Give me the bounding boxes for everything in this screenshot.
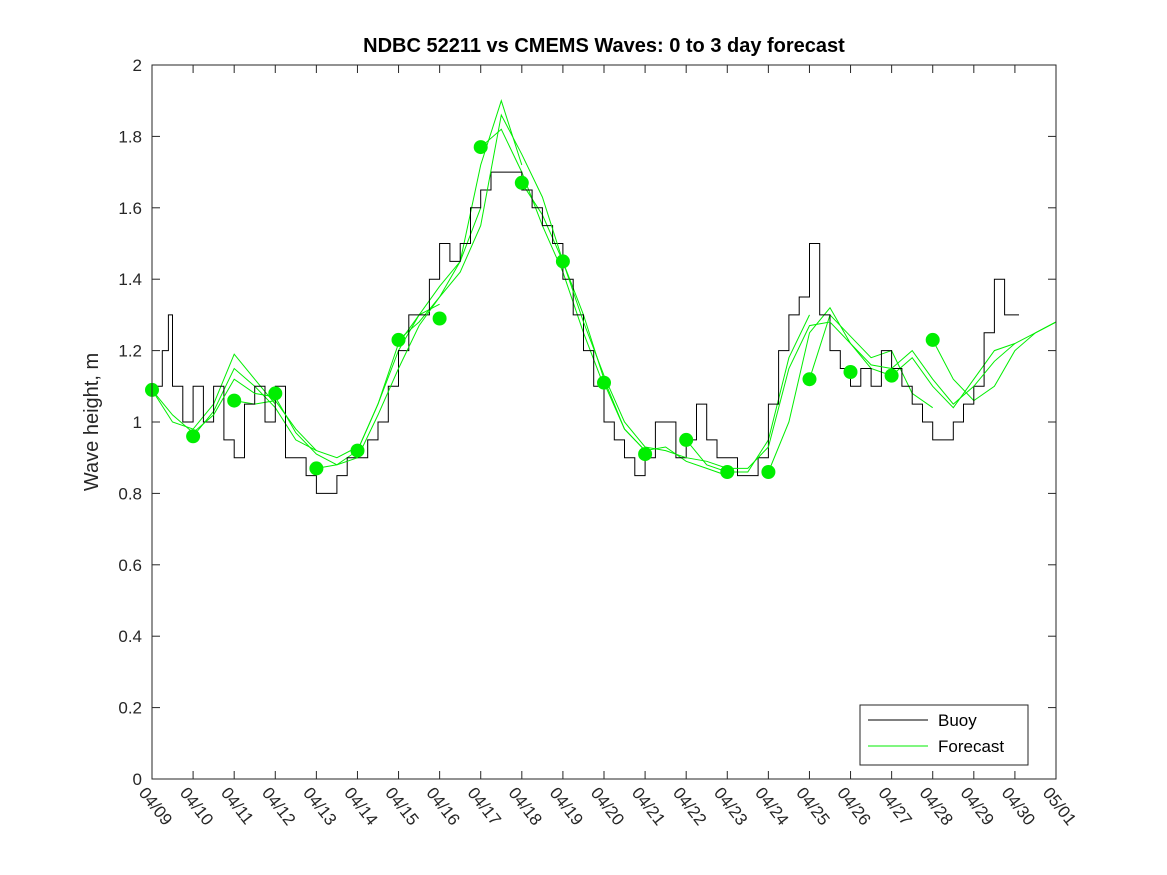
tick-layer xyxy=(151,64,1057,780)
y-tick-label: 1.8 xyxy=(118,127,142,146)
y-axis-label: Wave height, m xyxy=(81,353,103,491)
legend-buoy-label: Buoy xyxy=(938,711,977,730)
forecast-marker xyxy=(432,311,447,326)
forecast-series-line xyxy=(151,113,1057,469)
forecast-marker xyxy=(309,461,324,476)
y-tick-labels: 0 0.2 0.4 0.6 0.8 1 1.2 1.4 1.6 1.8 2 xyxy=(118,56,142,789)
forecast-run-line xyxy=(891,343,1016,409)
forecast-marker xyxy=(761,465,776,479)
legend-forecast-label: Forecast xyxy=(938,737,1004,756)
forecast-marker xyxy=(925,332,940,347)
y-tick-label: 0.4 xyxy=(118,627,142,646)
legend-box xyxy=(859,704,1029,766)
forecast-marker xyxy=(268,386,283,401)
y-tick-label: 1.4 xyxy=(118,270,142,289)
y-tick-label: 1.6 xyxy=(118,199,142,218)
forecast-marker xyxy=(843,365,858,379)
legend: Buoy Forecast xyxy=(859,704,1029,766)
forecast-marker xyxy=(514,175,529,190)
forecast-marker xyxy=(802,372,817,387)
forecast-marker xyxy=(473,140,488,155)
forecast-marker xyxy=(186,429,201,444)
buoy-series-line xyxy=(152,171,1019,494)
forecast-run-line xyxy=(685,314,810,473)
chart-title: NDBC 52211 vs CMEMS Waves: 0 to 3 day fo… xyxy=(363,35,845,57)
y-tick-label: 1.2 xyxy=(118,342,142,361)
forecast-marker xyxy=(227,393,242,408)
forecast-run-line xyxy=(603,382,728,477)
forecast-marker xyxy=(720,465,735,479)
y-tick-label: 0.8 xyxy=(118,484,142,503)
forecast-marker xyxy=(597,375,611,390)
marker-layer xyxy=(145,140,940,479)
forecast-marker xyxy=(679,432,694,447)
y-tick-label: 2 xyxy=(133,56,142,75)
series-layer xyxy=(151,99,1057,494)
y-tick-label: 0.2 xyxy=(118,699,142,718)
forecast-marker xyxy=(638,447,653,462)
y-tick-label: 1 xyxy=(133,413,142,432)
y-tick-label: 0.6 xyxy=(118,556,142,575)
forecast-marker xyxy=(350,443,365,458)
forecast-marker xyxy=(391,332,406,347)
forecast-marker xyxy=(555,254,570,269)
y-tick-label: 0 xyxy=(133,770,142,789)
forecast-marker xyxy=(884,368,899,383)
